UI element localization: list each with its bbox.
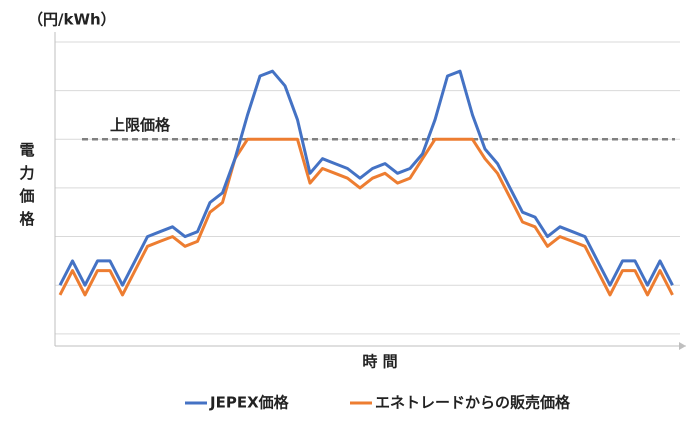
y-unit: （円/kWh） [28, 11, 116, 29]
y-axis-label: 電力価格 [18, 142, 36, 234]
x-axis-arrow [679, 342, 686, 350]
legend-label: エネトレードからの販売価格 [375, 394, 571, 412]
cap-label: 上限価格 [110, 116, 171, 134]
x-axis-label: 時 間 [362, 353, 397, 371]
legend-label: JEPEX価格 [209, 394, 290, 412]
series-line [58, 69, 674, 287]
series-line [58, 137, 674, 297]
